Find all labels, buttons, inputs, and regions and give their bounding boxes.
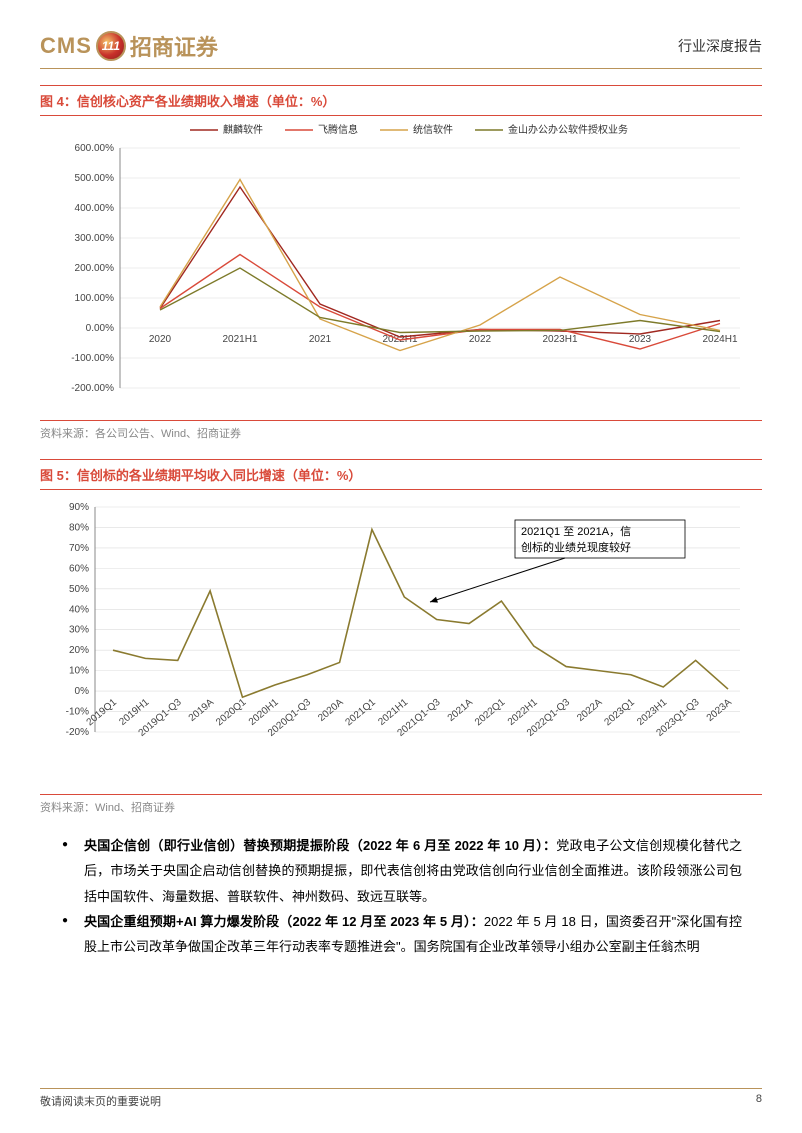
svg-text:0.00%: 0.00% [86, 323, 114, 334]
svg-text:2023Q1: 2023Q1 [602, 697, 637, 729]
svg-text:400.00%: 400.00% [75, 203, 115, 214]
svg-text:0%: 0% [75, 686, 90, 697]
svg-text:50%: 50% [69, 584, 89, 595]
chart5-source: 资料来源：Wind、招商证券 [40, 799, 762, 815]
svg-text:金山办公办公软件授权业务: 金山办公办公软件授权业务 [508, 123, 628, 136]
svg-text:2021: 2021 [309, 334, 332, 345]
chart4: -200.00% -100.00% 0.00% 100.00% 200.00% 300.0… [40, 118, 762, 418]
chart5: -20% -10% 0% 10% 20% 30% 40% 50% 60% 70% 80% 90% 201… [40, 492, 762, 792]
chart5-svg: -20% -10% 0% 10% 20% 30% 40% 50% 60% 70% 80% 90% 201… [40, 492, 760, 792]
cms-label: CMS [40, 33, 92, 59]
svg-text:20%: 20% [69, 645, 89, 656]
svg-text:2020: 2020 [149, 334, 172, 345]
svg-text:2020A: 2020A [316, 697, 345, 724]
svg-text:2024H1: 2024H1 [702, 334, 737, 345]
logo-icon: 111 [96, 31, 126, 61]
brand-cn: 招商证券 [130, 30, 218, 62]
svg-text:200.00%: 200.00% [75, 263, 115, 274]
svg-text:-200.00%: -200.00% [71, 383, 114, 394]
page-footer: 敬请阅读末页的重要说明 8 [40, 1088, 762, 1109]
page-header: CMS 111 招商证券 行业深度报告 [40, 30, 762, 69]
svg-text:300.00%: 300.00% [75, 233, 115, 244]
doc-type: 行业深度报告 [678, 36, 762, 56]
svg-text:2022A: 2022A [575, 697, 604, 724]
svg-text:-10%: -10% [66, 707, 89, 718]
svg-text:80%: 80% [69, 522, 89, 533]
svg-text:统信软件: 统信软件 [413, 123, 453, 136]
svg-text:70%: 70% [69, 543, 89, 554]
para-2: 央国企重组预期+AI 算力爆发阶段（2022 年 12 月至 2023 年 5 … [84, 909, 742, 960]
svg-text:90%: 90% [69, 502, 89, 513]
svg-text:2020Q1: 2020Q1 [214, 697, 249, 729]
svg-text:2021A: 2021A [446, 697, 475, 724]
svg-text:30%: 30% [69, 625, 89, 636]
svg-text:60%: 60% [69, 563, 89, 574]
chart4-wrap: -200.00% -100.00% 0.00% 100.00% 200.00% 300.0… [40, 118, 762, 421]
svg-text:2023: 2023 [629, 334, 652, 345]
svg-text:2021Q1: 2021Q1 [344, 697, 379, 729]
svg-text:2023H1: 2023H1 [542, 334, 577, 345]
svg-text:创标的业绩兑现度较好: 创标的业绩兑现度较好 [521, 540, 631, 554]
svg-text:飞腾信息: 飞腾信息 [318, 123, 358, 136]
svg-text:-100.00%: -100.00% [71, 353, 114, 364]
svg-text:2021Q1 至 2021A，信: 2021Q1 至 2021A，信 [521, 525, 631, 538]
chart5-wrap: -20% -10% 0% 10% 20% 30% 40% 50% 60% 70% 80% 90% 201… [40, 492, 762, 795]
svg-text:10%: 10% [69, 666, 89, 677]
svg-text:2019A: 2019A [187, 697, 216, 724]
para-1: 央国企信创（即行业信创）替换预期提振阶段（2022 年 6 月至 2022 年 … [84, 833, 742, 909]
chart4-svg: -200.00% -100.00% 0.00% 100.00% 200.00% 300.0… [40, 118, 760, 418]
chart5-title-bar: 图 5：信创标的各业绩期平均收入同比增速（单位：%） [40, 459, 762, 490]
para2-bold: 央国企重组预期+AI 算力爆发阶段（2022 年 12 月至 2023 年 5 … [84, 914, 484, 929]
logo-block: CMS 111 招商证券 [40, 30, 218, 62]
svg-text:2019Q1: 2019Q1 [85, 697, 120, 729]
chart4-title-bar: 图 4：信创核心资产各业绩期收入增速（单位：%） [40, 85, 762, 116]
svg-text:500.00%: 500.00% [75, 173, 115, 184]
chart5-title: 图 5：信创标的各业绩期平均收入同比增速（单位：%） [40, 468, 361, 483]
svg-text:2023A: 2023A [705, 697, 734, 724]
svg-text:600.00%: 600.00% [75, 143, 115, 154]
chart4-title: 图 4：信创核心资产各业绩期收入增速（单位：%） [40, 94, 335, 109]
svg-text:2021H1: 2021H1 [222, 334, 257, 345]
svg-text:100.00%: 100.00% [75, 293, 115, 304]
para1-bold: 央国企信创（即行业信创）替换预期提振阶段（2022 年 6 月至 2022 年 … [84, 838, 556, 853]
body-text: 央国企信创（即行业信创）替换预期提振阶段（2022 年 6 月至 2022 年 … [84, 833, 742, 960]
footer-left: 敬请阅读末页的重要说明 [40, 1093, 161, 1109]
svg-text:麒麟软件: 麒麟软件 [223, 123, 263, 136]
page-number: 8 [756, 1093, 762, 1109]
svg-text:2022: 2022 [469, 334, 492, 345]
chart4-source: 资料来源：各公司公告、Wind、招商证券 [40, 425, 762, 441]
svg-text:40%: 40% [69, 604, 89, 615]
svg-text:2022Q1: 2022Q1 [473, 697, 508, 729]
svg-text:-20%: -20% [66, 727, 89, 738]
